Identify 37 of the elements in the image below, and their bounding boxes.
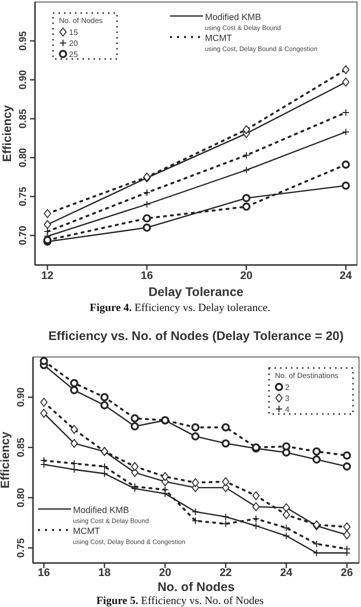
chart-title: Efficiency vs. No. of Nodes (Delay Tolerance = 20) [48,329,344,343]
x-tick-label: 20 [240,270,252,282]
x-tick-label: 26 [340,567,354,579]
x-tick-label: 24 [340,270,353,282]
caption: Figure 5. Efficiency vs. No. of Nodes [96,595,264,607]
y-tick-label: 0.90 [16,387,27,407]
y-tick-label: 0.80 [16,488,27,508]
y-axis-title: Efficiency [0,104,14,162]
legend-label: 20 [69,39,78,48]
legend-label: 2 [285,383,290,392]
x-axis-title: Delay Tolerance [148,285,244,299]
caption: Figure 4. Efficiency vs. Delay tolerance. [90,302,270,314]
x-tick-label: 22 [220,567,232,579]
legend-label: 3 [285,394,290,403]
y-tick-label: 0.80 [18,147,29,168]
x-tick-label: 16 [38,567,50,579]
x-tick-label: 20 [158,567,172,579]
legend-label: 15 [69,28,78,37]
x-tick-label: 18 [98,567,111,579]
annotation: MCMT [205,33,232,43]
y-tick-label: 0.85 [18,108,29,128]
annotation: Modified KMB [205,12,262,22]
x-tick-label: 12 [41,270,54,282]
y-tick-label: 0.95 [18,30,29,51]
legend-label: 4 [285,405,290,414]
x-tick-label: 24 [280,567,294,579]
x-tick-label: 16 [140,270,154,282]
y-tick-label: 0.90 [18,70,29,90]
y-axis-title: Efficiency [0,431,12,488]
legend-label: 25 [69,50,78,59]
x-axis-title: No. of Nodes [157,580,235,594]
y-tick-label: 0.75 [16,538,27,558]
y-tick-label: 0.85 [16,437,27,458]
annotation: MCMT [73,526,100,536]
y-tick-label: 0.70 [18,225,29,246]
y-tick-label: 0.75 [18,186,29,206]
annotation: Modified KMB [73,505,130,515]
